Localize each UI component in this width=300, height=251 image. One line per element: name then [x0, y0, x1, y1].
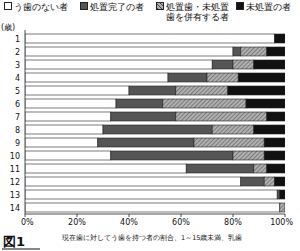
bar-segment [25, 60, 212, 69]
legend: う歯のない者 処置完了の者 処置歯・未処置歯を併有する者 未処置の者 [0, 2, 300, 28]
bar-segment [280, 190, 285, 199]
bar-segment [254, 164, 267, 173]
bar-segment [277, 190, 280, 199]
bar-segment [233, 151, 264, 160]
x-tick [25, 214, 26, 217]
figure-label: 図1 [3, 234, 25, 249]
bar-segment [25, 34, 275, 43]
bar-segment [280, 203, 285, 212]
bar-segment [25, 164, 186, 173]
bar-segment [194, 138, 264, 147]
legend-label: 処置完了の者 [90, 2, 144, 12]
category-label: 8 [15, 126, 20, 135]
bar-segment [176, 86, 228, 95]
legend-item: う歯のない者 [4, 2, 78, 12]
legend-swatch [236, 2, 244, 10]
bar-segment [25, 151, 111, 160]
bars [25, 34, 285, 212]
axis-label: (歳) [1, 23, 15, 32]
bar-segment [285, 203, 286, 212]
category-label: 3 [15, 61, 20, 70]
category-label: 4 [15, 74, 20, 83]
legend-label: 未処置の者 [246, 2, 291, 12]
bar-segment [25, 99, 116, 108]
category-label: 11 [10, 165, 20, 174]
bar-segment [275, 34, 285, 43]
y-axis [25, 30, 26, 214]
x-tick-label: 0% [21, 218, 34, 227]
bar-segment [111, 112, 176, 121]
bar-segment [246, 99, 285, 108]
legend-swatch [156, 2, 164, 10]
bar-segment [25, 86, 129, 95]
category-label: 2 [15, 48, 20, 57]
legend-item: 処置完了の者 [80, 2, 154, 12]
x-tick-label: 60% [172, 218, 190, 227]
bar-segment [267, 164, 285, 173]
bar-segment [25, 73, 168, 82]
category-label: 5 [15, 87, 20, 96]
legend-item: 処置歯・未処置歯を併有する者 [156, 2, 232, 22]
bar-segment [212, 125, 254, 134]
bar-segment [212, 60, 233, 69]
bar-segment [176, 112, 267, 121]
x-tick [233, 214, 234, 217]
bar-segment [98, 138, 194, 147]
x-tick-label: 20% [68, 218, 86, 227]
category-label: 6 [15, 100, 20, 109]
bar-segment [103, 125, 212, 134]
bar-segment [233, 60, 254, 69]
figure-label-rule [2, 249, 40, 250]
bar-segment [163, 99, 246, 108]
legend-item: 未処置の者 [236, 2, 298, 12]
x-tick [77, 214, 78, 217]
legend-swatch [80, 2, 88, 10]
chart: (歳)12345678910111213140%20%40%60%80%100%… [0, 0, 300, 251]
bar-segment [267, 47, 285, 56]
bar-segment [264, 177, 274, 186]
category-label: 12 [10, 178, 20, 187]
category-label: 14 [10, 204, 20, 213]
bar-segment [111, 151, 233, 160]
caption: 現在歯に対してう歯を持つ者の割合、1～15歳未満、乳歯 [62, 234, 242, 242]
bar-segment [254, 125, 285, 134]
x-tick [129, 214, 130, 217]
category-label: 13 [10, 191, 20, 200]
bar-segment [186, 164, 254, 173]
x-tick-label: 40% [120, 218, 138, 227]
bar-segment [264, 138, 285, 147]
bar-segment [267, 112, 285, 121]
bar-segment [228, 86, 285, 95]
legend-label: 処置歯・未処置歯を併有する者 [166, 2, 232, 22]
x-axis [25, 214, 285, 215]
bar-segment [254, 60, 285, 69]
bar-segment [207, 73, 238, 82]
legend-swatch [4, 2, 12, 10]
bar-segment [275, 177, 285, 186]
bar-segment [25, 177, 241, 186]
legend-label: う歯のない者 [14, 2, 68, 12]
category-label: 9 [15, 139, 20, 148]
bar-segment [241, 47, 267, 56]
bar-segment [241, 177, 264, 186]
bar-segment [25, 47, 233, 56]
bar-segment [168, 73, 207, 82]
category-label: 1 [15, 35, 20, 44]
bar-segment [25, 125, 103, 134]
bar-segment [25, 138, 98, 147]
bar-segment [264, 151, 285, 160]
bar-segment [25, 190, 277, 199]
bar-segment [129, 86, 176, 95]
category-label: 10 [10, 152, 20, 161]
bar-segment [25, 112, 111, 121]
bar-segment [116, 99, 163, 108]
x-tick-label: 80% [224, 218, 242, 227]
x-tick [285, 214, 286, 217]
bar-segment [25, 203, 280, 212]
category-label: 7 [15, 113, 20, 122]
bar-segment [233, 47, 241, 56]
x-tick [181, 214, 182, 217]
bar-segment [238, 73, 285, 82]
x-tick-label: 100% [270, 218, 293, 227]
